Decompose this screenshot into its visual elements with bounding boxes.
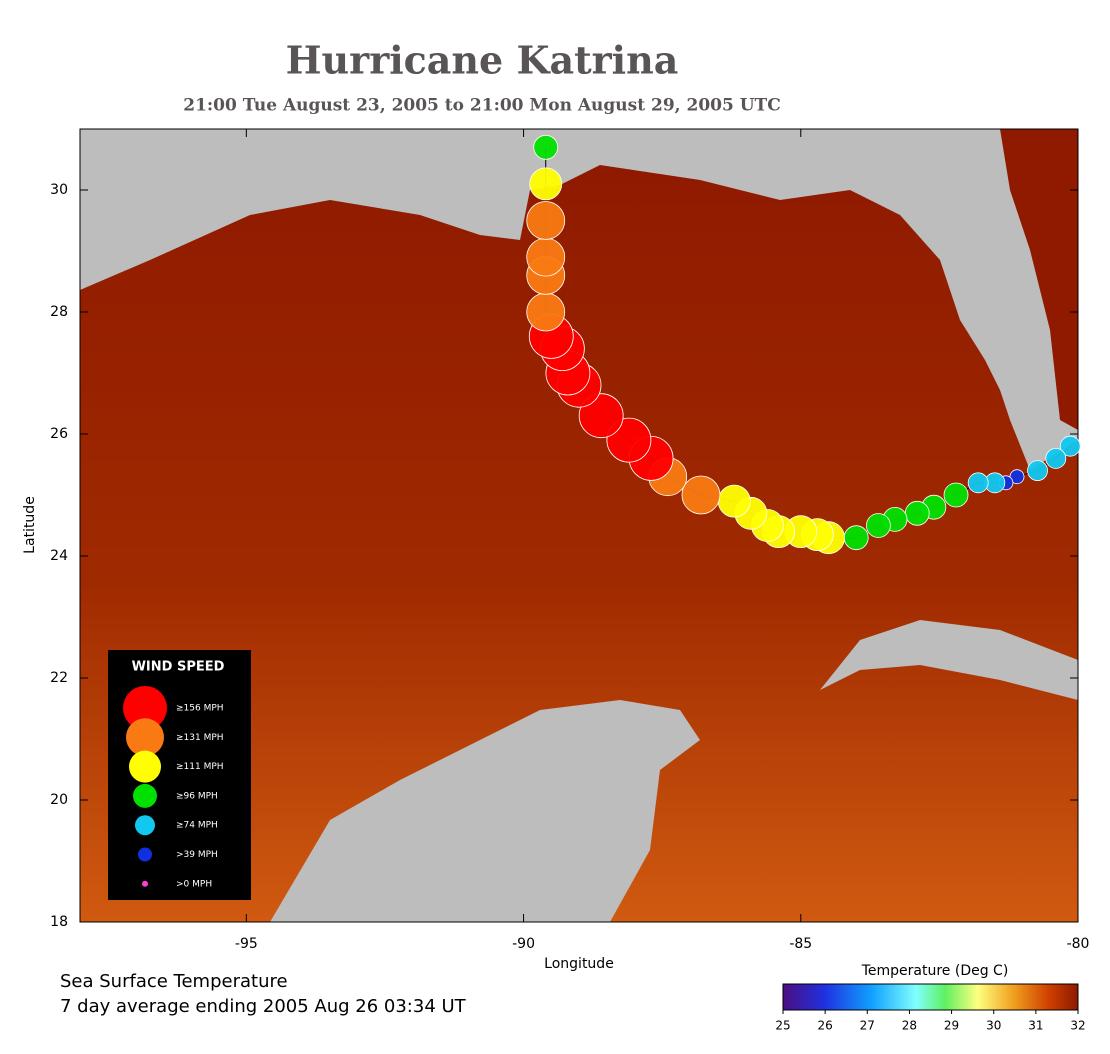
legend-label: ≥111 MPH <box>176 762 224 772</box>
y-tick-label: 26 <box>50 426 68 442</box>
track-point <box>843 525 869 551</box>
track-point <box>967 472 989 494</box>
colorbar-tick-label: 27 <box>860 1019 875 1033</box>
track-point <box>681 475 721 515</box>
legend: ≥156 MPH ≥131 MPH ≥111 MPH ≥96 MPH ≥74 MPH >3… <box>123 686 224 889</box>
y-axis-label: Latitude <box>22 496 38 554</box>
track-point <box>533 134 559 160</box>
legend-label: ≥156 MPH <box>176 704 224 714</box>
yucatan <box>270 700 700 922</box>
cuba <box>820 620 1078 700</box>
legend-swatch <box>126 718 164 757</box>
colorbar-tick-label: 28 <box>902 1019 917 1033</box>
track-point <box>1027 460 1048 482</box>
track-point <box>1059 435 1081 457</box>
legend-label: ≥96 MPH <box>176 791 218 801</box>
colorbar-ticks: 25 26 27 28 29 30 31 32 <box>775 1010 1086 1033</box>
track-point <box>904 500 930 526</box>
track-point <box>1045 447 1067 469</box>
colorbar <box>782 983 1079 1011</box>
track-point <box>526 292 566 332</box>
track-point <box>943 482 969 508</box>
colorbar-tick-label: 31 <box>1028 1019 1043 1033</box>
track-point <box>529 167 563 201</box>
legend-swatch <box>138 847 152 862</box>
legend-box <box>108 650 251 900</box>
legend-swatch <box>129 750 161 783</box>
legend-label: >39 MPH <box>176 850 218 860</box>
x-tick-label: -95 <box>235 936 258 952</box>
footer-line: 7 day average ending 2005 Aug 26 03:34 U… <box>60 996 467 1017</box>
y-tick-label: 28 <box>50 304 68 320</box>
plot-frame <box>79 128 1079 923</box>
legend-label: ≥131 MPH <box>176 733 224 743</box>
atlantic-water <box>1000 129 1078 430</box>
title: Hurricane Katrina <box>286 38 679 83</box>
track <box>526 134 1081 555</box>
legend-swatch <box>133 783 157 808</box>
track-point <box>526 237 566 277</box>
legend-swatch <box>142 880 148 887</box>
subtitle: 21:00 Tue August 23, 2005 to 21:00 Mon A… <box>183 96 780 116</box>
colorbar-tick-label: 30 <box>986 1019 1001 1033</box>
legend-label: >0 MPH <box>176 879 212 889</box>
y-tick-label: 22 <box>50 670 68 686</box>
legend-swatch <box>123 686 167 730</box>
colorbar-tick-label: 25 <box>775 1019 790 1033</box>
y-tick-label: 18 <box>50 914 68 930</box>
y-tick-label: 24 <box>50 548 68 564</box>
x-tick-label: -80 <box>1067 936 1090 952</box>
track-point <box>526 201 566 240</box>
y-tick-label: 30 <box>50 182 68 198</box>
colorbar-tick-label: 26 <box>818 1019 833 1033</box>
colorbar-tick-label: 32 <box>1070 1019 1085 1033</box>
track-point <box>578 393 624 439</box>
track-point <box>717 484 751 518</box>
colorbar-title: Temperature (Deg C) <box>861 963 1009 979</box>
x-axis-label: Longitude <box>544 956 614 972</box>
track-point <box>866 513 891 538</box>
gulf-water <box>80 165 1078 922</box>
x-tick-label: -85 <box>789 936 812 952</box>
axes: -95 -90 -85 -80 18 20 22 24 26 28 30 <box>50 129 1089 952</box>
y-tick-label: 20 <box>50 792 68 808</box>
footer-line: Sea Surface Temperature <box>60 971 288 992</box>
legend-label: ≥74 MPH <box>176 821 218 831</box>
legend-swatch <box>135 815 155 836</box>
colorbar-tick-label: 29 <box>944 1019 959 1033</box>
x-tick-label: -90 <box>512 936 535 952</box>
legend-title: WIND SPEED <box>132 660 225 675</box>
